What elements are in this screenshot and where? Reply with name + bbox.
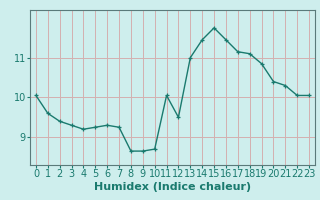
X-axis label: Humidex (Indice chaleur): Humidex (Indice chaleur) <box>94 182 251 192</box>
